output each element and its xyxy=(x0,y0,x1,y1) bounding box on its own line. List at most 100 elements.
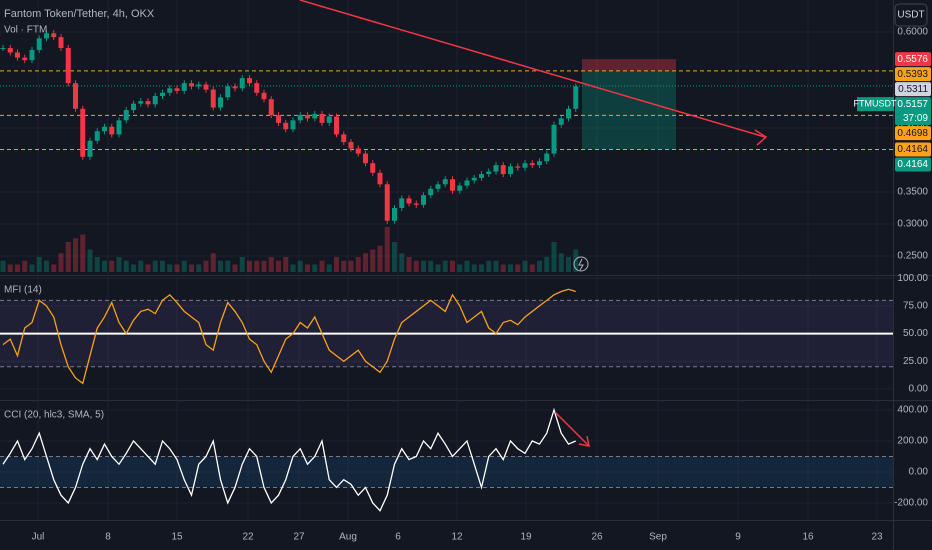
volume-bar xyxy=(326,264,332,272)
currency-button[interactable] xyxy=(894,3,928,27)
candle-body xyxy=(138,101,144,104)
volume-bar xyxy=(36,257,42,272)
candle-body xyxy=(210,89,216,108)
candle-body xyxy=(51,33,57,38)
volume-bar xyxy=(319,260,325,272)
candle-body xyxy=(500,165,506,175)
countdown: 37:09 xyxy=(903,113,928,124)
y-tick-label: 75.00 xyxy=(903,301,928,312)
y-tick-label: 25.00 xyxy=(903,356,928,367)
candle-body xyxy=(471,177,477,181)
volume-bar xyxy=(239,257,245,272)
volume-bar xyxy=(225,260,231,272)
target-zone xyxy=(582,70,676,150)
candle-body xyxy=(384,184,390,221)
volume-label: Vol · FTM xyxy=(4,25,47,36)
candle-body xyxy=(167,88,173,93)
candle-body xyxy=(421,195,426,205)
candle-body xyxy=(435,184,441,189)
candle-body xyxy=(247,78,252,84)
candle-body xyxy=(261,92,267,100)
volume-bar xyxy=(406,257,412,272)
candle-body xyxy=(305,115,310,119)
chart-title: Fantom Token/Tether, 4h, OKX xyxy=(4,8,155,20)
candle-body xyxy=(392,208,397,221)
price-label-bg xyxy=(895,97,931,126)
volume-bar xyxy=(377,245,383,272)
alert-bolt xyxy=(578,258,584,271)
volume-bar xyxy=(94,257,100,272)
x-tick-label: 22 xyxy=(242,532,254,543)
volume-bar xyxy=(573,249,579,272)
volume-bar xyxy=(392,242,397,272)
candle-body xyxy=(87,140,93,157)
volume-bar xyxy=(218,260,223,272)
volume-bar xyxy=(515,264,521,272)
candle-body xyxy=(0,48,6,49)
x-tick-label: Jul xyxy=(32,532,45,543)
candle-body xyxy=(65,48,71,84)
x-tick-label: 16 xyxy=(802,532,814,543)
volume-bar xyxy=(370,249,376,272)
y-tick-label: 0.00 xyxy=(909,467,929,478)
alert-icon[interactable] xyxy=(573,256,589,272)
candle-body xyxy=(326,116,332,123)
candle-body xyxy=(123,110,129,121)
candle-body xyxy=(225,86,231,98)
candle-body xyxy=(377,172,383,185)
x-tick-label: 6 xyxy=(395,532,401,543)
volume-bar xyxy=(7,264,13,272)
volume-bar xyxy=(276,260,281,272)
candle-body xyxy=(160,92,165,96)
x-tick-label: 23 xyxy=(871,532,883,543)
indicator-line xyxy=(2,288,576,385)
candle-body xyxy=(363,153,368,164)
volume-bar xyxy=(421,260,426,272)
volume-bar xyxy=(471,264,477,272)
y-tick-label: 400.00 xyxy=(897,405,928,416)
price-label: 0.4164 xyxy=(897,144,928,155)
y-tick-label: 0.2500 xyxy=(897,251,928,262)
volume-bar xyxy=(189,264,194,272)
symbol-label-bg xyxy=(857,97,894,112)
plot xyxy=(0,30,893,512)
volume-bar xyxy=(457,264,463,272)
candle-body xyxy=(355,148,361,154)
volume-bar xyxy=(428,260,434,272)
x-tick-label: 26 xyxy=(591,532,603,543)
candle-body xyxy=(189,83,194,87)
volume-bar xyxy=(210,253,216,272)
volume-bar xyxy=(464,260,470,272)
volume-bar xyxy=(167,264,173,272)
price-label: 0.5157 xyxy=(897,99,928,110)
candle-body xyxy=(544,153,550,162)
volume-bar xyxy=(363,253,368,272)
price-label: 0.5311 xyxy=(898,84,928,95)
candle-body xyxy=(522,163,528,168)
volume-bar xyxy=(152,260,158,272)
candle-body xyxy=(22,57,28,61)
volume-bar xyxy=(290,264,296,272)
candle-body xyxy=(442,179,448,185)
candle-body xyxy=(218,97,223,108)
symbol-label: FTMUSDT xyxy=(854,99,897,109)
volume-bar xyxy=(44,260,49,272)
candle-body xyxy=(58,37,64,48)
x-tick-label: 8 xyxy=(105,532,111,543)
candle-body xyxy=(334,116,339,135)
x-tick-label: 27 xyxy=(293,532,305,543)
candle-body xyxy=(312,113,318,119)
candle-body xyxy=(102,126,107,132)
price-label-bg xyxy=(895,52,931,67)
volume-bar xyxy=(116,257,122,272)
volume-bar xyxy=(522,260,528,272)
volume-bar xyxy=(73,238,78,272)
price-label-bg xyxy=(895,142,931,157)
candle-body xyxy=(479,174,484,178)
volume-bar xyxy=(348,260,354,272)
volume-bar xyxy=(486,260,492,272)
x-tick-label: Aug xyxy=(339,532,357,543)
volume-bar xyxy=(160,260,165,272)
volume-bar xyxy=(508,264,513,272)
volume-bar xyxy=(58,253,64,272)
